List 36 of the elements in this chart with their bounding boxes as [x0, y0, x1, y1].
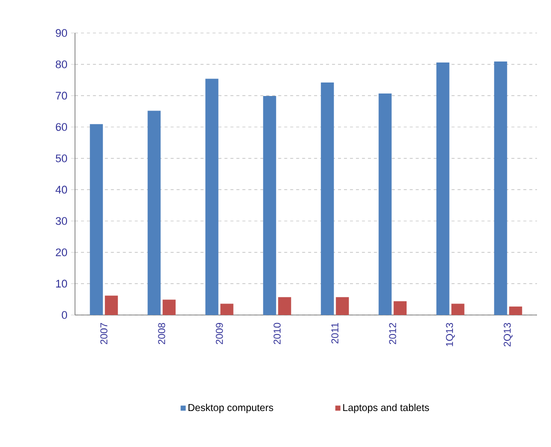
y-tick-label: 10: [56, 280, 68, 288]
bar: [278, 297, 292, 315]
bar: [162, 300, 176, 315]
x-tick-label: 2008: [158, 322, 166, 344]
bar: [378, 93, 392, 315]
y-tick-label: 80: [56, 60, 68, 68]
x-tick-label: 2009: [216, 322, 223, 344]
bar: [148, 110, 161, 315]
legend-label: Desktop computers: [188, 404, 274, 414]
bar: [320, 82, 334, 315]
y-tick-label: 20: [56, 248, 68, 256]
bar: [394, 301, 407, 315]
bar: [205, 78, 218, 315]
x-tick-label: 2007: [100, 323, 108, 344]
y-tick-label: 90: [56, 29, 68, 37]
y-tick-label: 0: [62, 311, 68, 319]
y-tick-label: 50: [56, 154, 68, 162]
legend-label: Laptops and tablets: [343, 404, 429, 414]
bar: [451, 304, 464, 315]
bar: [336, 297, 349, 315]
y-tick-label: 30: [56, 217, 68, 225]
x-tick-label: 2010: [274, 322, 281, 344]
bar: [436, 62, 450, 315]
y-tick-label: 70: [56, 92, 68, 100]
bar: [263, 96, 276, 315]
bar: [494, 62, 508, 315]
x-tick-label: 1Q13: [446, 322, 455, 346]
y-tick-label: 40: [56, 186, 68, 194]
y-tick-label: 60: [56, 123, 68, 131]
x-tick-label: 2Q13: [504, 322, 513, 346]
x-tick-label: 2011: [331, 322, 338, 344]
bar: [90, 124, 103, 315]
x-tick-label: 2012: [389, 323, 396, 344]
bar: [104, 296, 118, 315]
bar: [220, 304, 234, 315]
bar: [509, 306, 522, 315]
